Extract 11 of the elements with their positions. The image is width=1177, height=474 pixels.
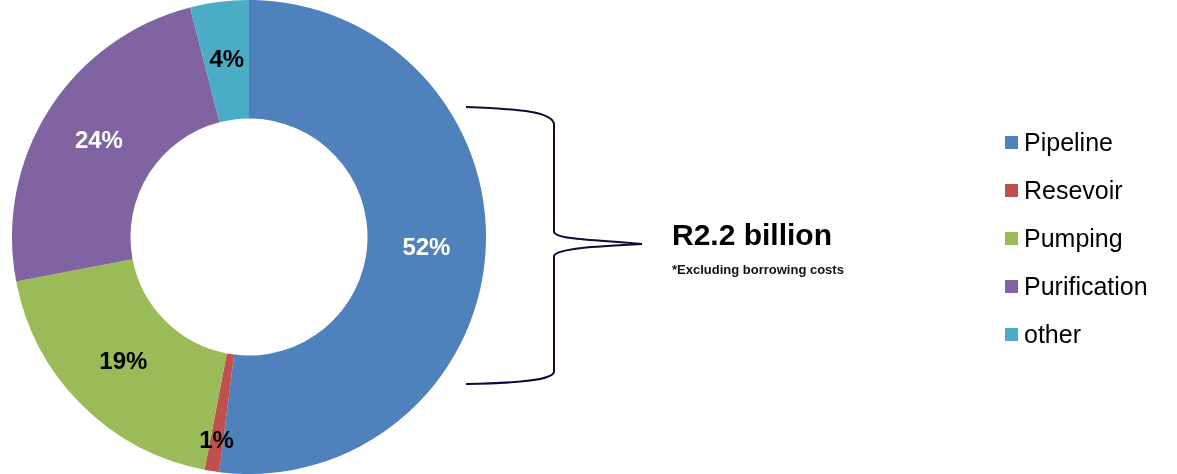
legend-label: Purification	[1024, 271, 1148, 301]
legend-label: other	[1024, 319, 1081, 349]
data-label: 52%	[402, 232, 451, 260]
text: *Excluding borrowing costs	[672, 261, 845, 279]
legend-label: Pipeline	[1024, 127, 1113, 157]
text: R2.2 billion	[672, 218, 834, 252]
legend-label: Resevoir	[1024, 175, 1123, 205]
legend-label: Pumping	[1024, 223, 1123, 253]
data-label: 19%	[99, 347, 148, 375]
data-label: 4%	[209, 45, 245, 73]
data-label: 24%	[74, 126, 123, 154]
